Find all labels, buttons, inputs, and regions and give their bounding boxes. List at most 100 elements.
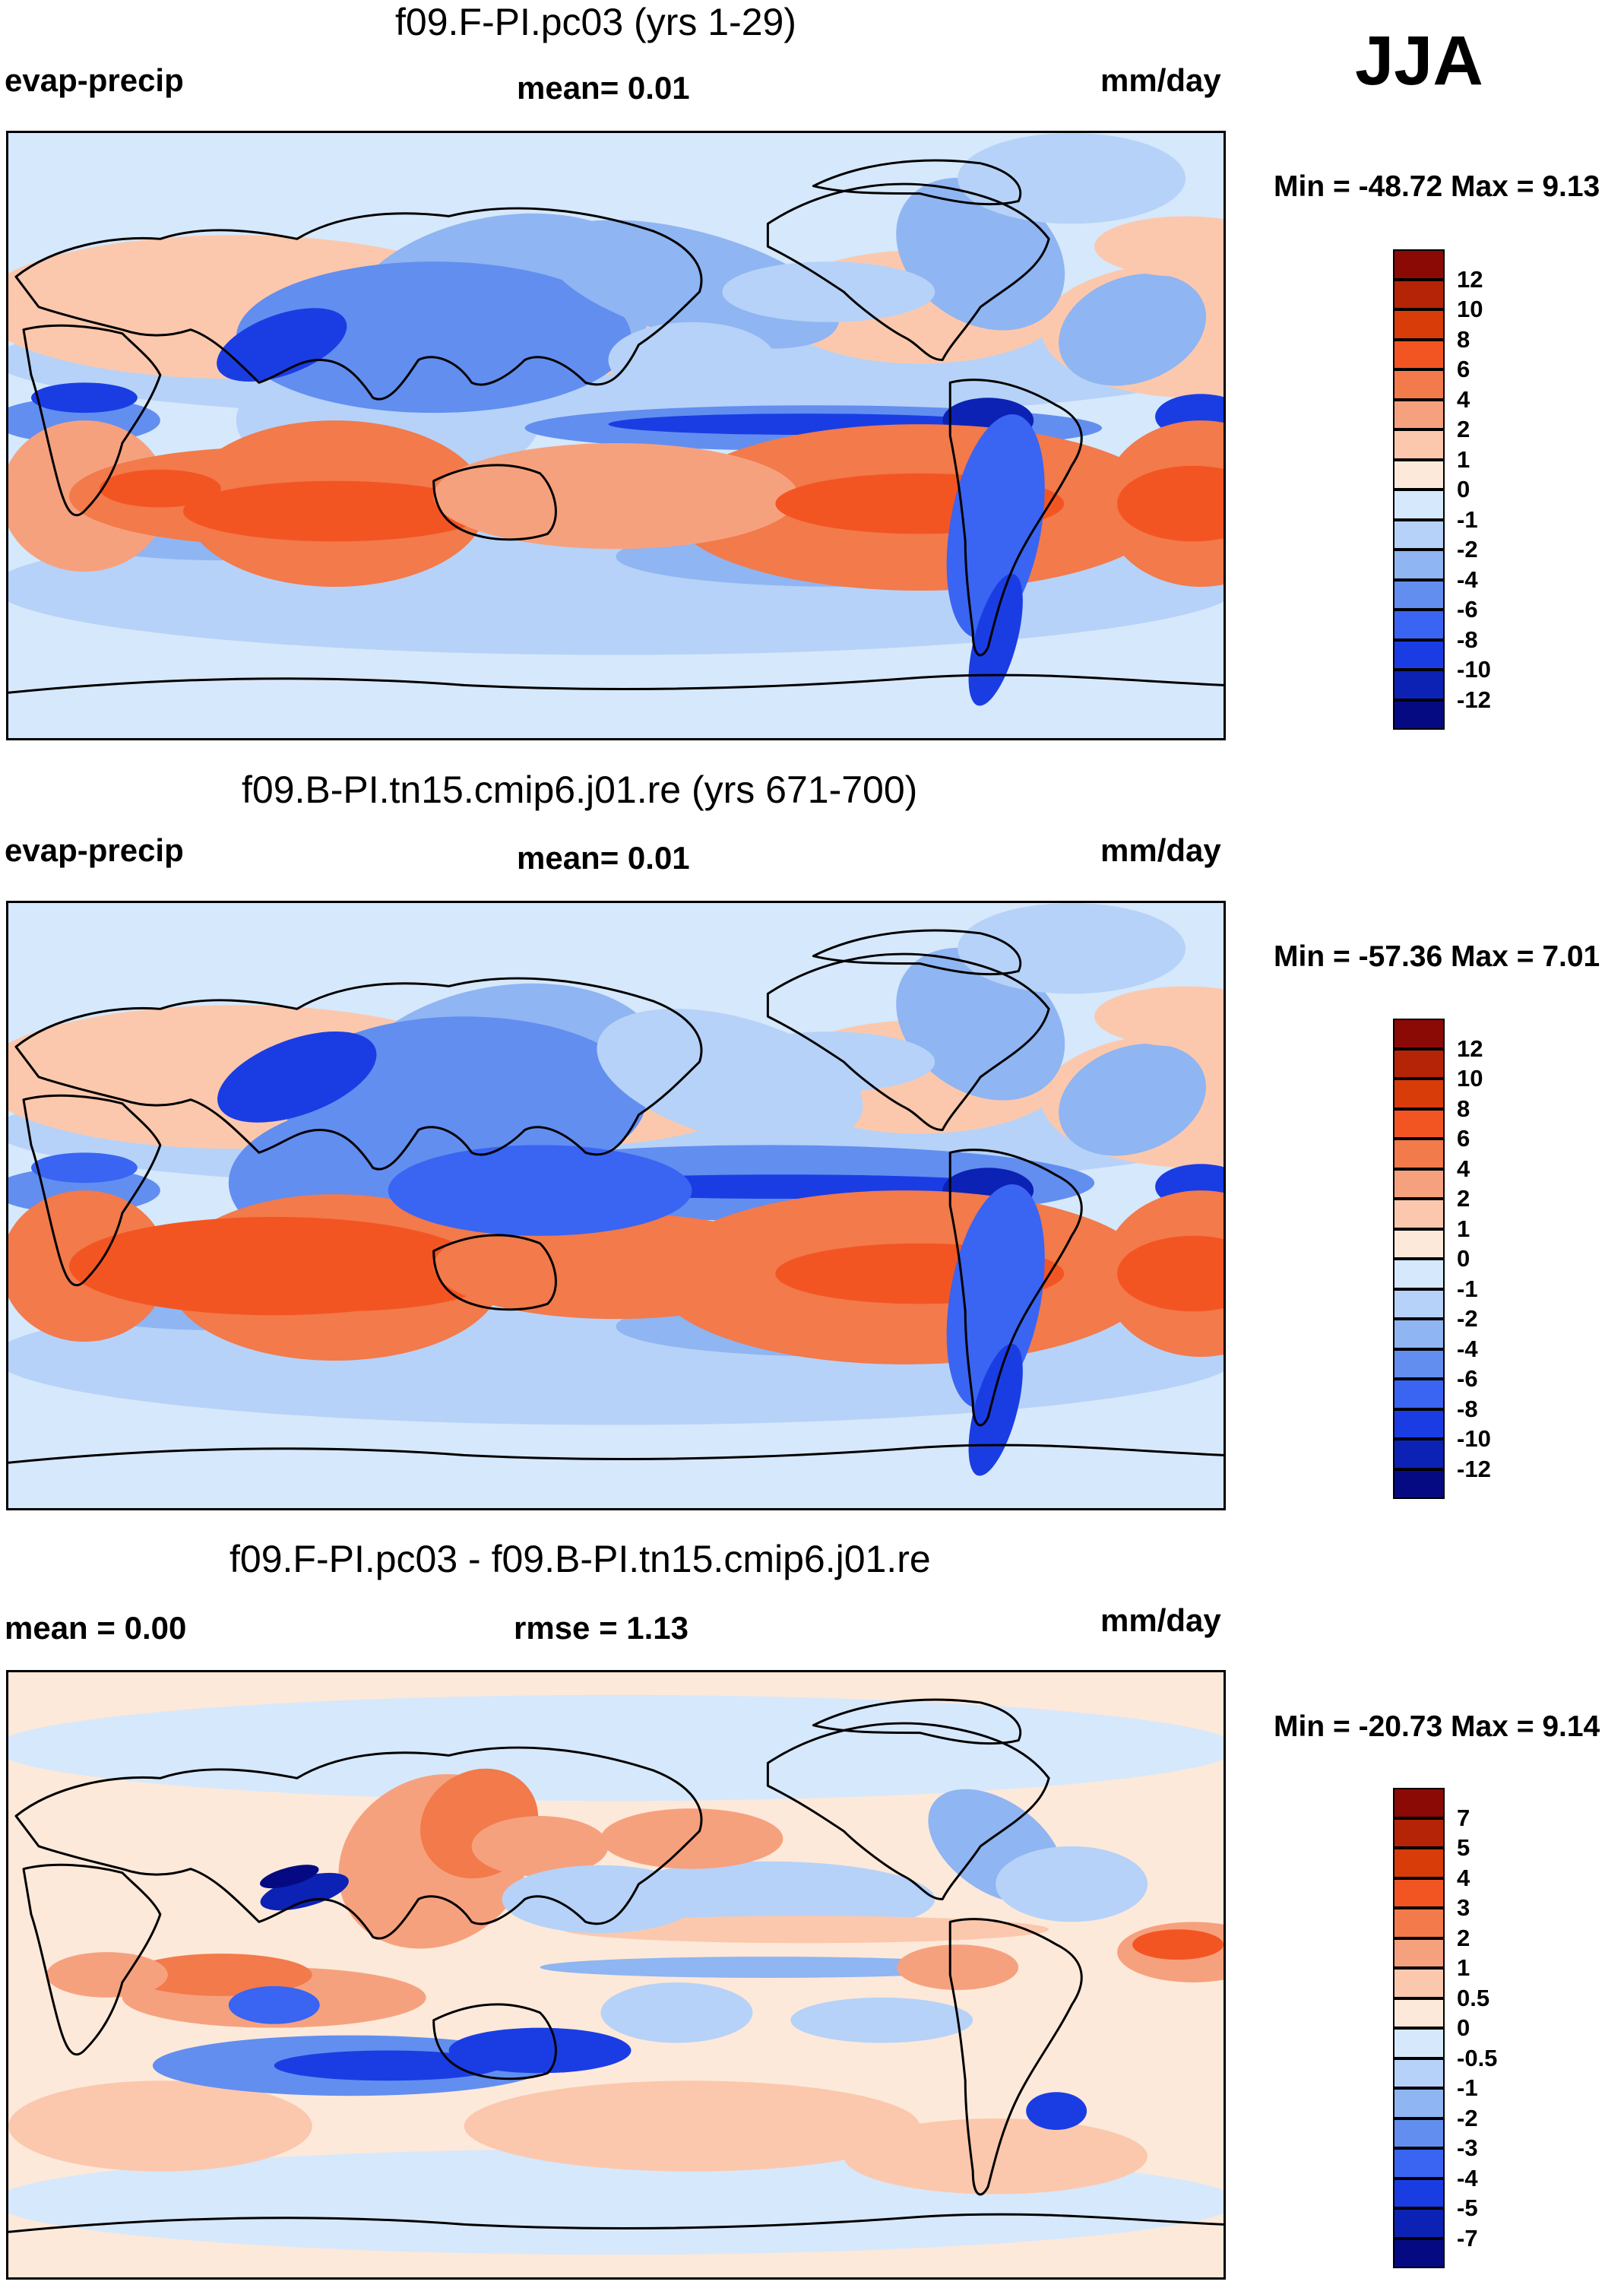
colorbar-box	[1393, 1469, 1445, 1499]
colorbar-box	[1393, 309, 1445, 340]
colorbar-box	[1393, 699, 1445, 730]
field-contour-region	[722, 261, 935, 322]
coastline	[948, 1918, 1083, 2196]
coastline	[948, 379, 1083, 657]
colorbar-box	[1393, 2148, 1445, 2179]
coastline	[22, 324, 162, 517]
colorbar-box	[1393, 1079, 1445, 1109]
colorbar-box	[1393, 670, 1445, 700]
panel3-left-label: mean = 0.00	[5, 1610, 187, 1646]
colorbar-tick-label: 2	[1457, 416, 1470, 442]
panel2-map	[6, 901, 1226, 1510]
colorbar-tick-label: 7	[1457, 1804, 1470, 1831]
colorbar-box	[1393, 1908, 1445, 1938]
field-contour-region	[968, 573, 1023, 706]
colorbar-box	[1393, 459, 1445, 490]
panel2-minmax: Min = -57.36 Max = 7.01	[1274, 940, 1600, 973]
field-contour-region	[502, 1865, 700, 1934]
coastline	[432, 464, 557, 541]
colorbar-box	[1393, 369, 1445, 400]
panel2-map-plot	[8, 903, 1224, 1508]
colorbar-box	[1393, 399, 1445, 429]
field-contour-region	[30, 1152, 138, 1184]
panel2-title: f09.B-PI.tn15.cmip6.j01.re (yrs 671-700)	[242, 768, 918, 811]
colorbar-tick-label: -10	[1457, 1425, 1491, 1452]
colorbar-box	[1393, 1409, 1445, 1439]
field-contour-region	[8, 2080, 312, 2172]
field-contour-region	[8, 1440, 1224, 1508]
colorbar-box	[1393, 279, 1445, 309]
colorbar-box	[1393, 1439, 1445, 1469]
colorbar-tick-label: -3	[1457, 2134, 1478, 2161]
coastline	[812, 159, 1022, 206]
panel2-center-label: mean= 0.01	[517, 840, 690, 876]
field-contour-region	[30, 382, 138, 414]
field-contour-region	[61, 242, 229, 326]
colorbar-tick-label: -5	[1457, 2195, 1478, 2221]
colorbar-tick-label: -6	[1457, 596, 1478, 623]
panel3-map-plot	[8, 1672, 1224, 2277]
panel2-colorbar: 12 10 8 6 4 2 1 0 -1 -2 -4 -6 -8 -10 -12	[1393, 1019, 1491, 1499]
season-label: JJA	[1355, 22, 1483, 100]
colorbar-box	[1393, 1108, 1445, 1139]
panel2-left-label: evap-precip	[5, 832, 184, 868]
coastline	[14, 207, 703, 401]
colorbar-box	[1393, 1228, 1445, 1259]
colorbar-box	[1393, 1878, 1445, 1908]
colorbar-box	[1393, 2178, 1445, 2208]
field-contour-region	[260, 1865, 319, 1889]
field-contour-region	[958, 903, 1186, 994]
field-contour-region	[217, 308, 347, 382]
field-contour-region	[1059, 273, 1206, 386]
panel3-minmax: Min = -20.73 Max = 9.14	[1274, 1710, 1600, 1743]
colorbar-tick-label: -2	[1457, 536, 1478, 562]
colorbar-tick-label: -2	[1457, 2104, 1478, 2131]
colorbar-tick-label: 10	[1457, 296, 1483, 322]
colorbar-tick-label: -4	[1457, 2164, 1478, 2191]
colorbar-box	[1393, 1788, 1445, 1818]
colorbar-tick-label: 2	[1457, 1924, 1470, 1951]
field-contour-region	[540, 1957, 996, 1978]
field-contour-region	[790, 1997, 973, 2043]
colorbar-tick-label: 4	[1457, 385, 1470, 413]
field-contour-region	[274, 2050, 502, 2081]
colorbar-box	[1393, 249, 1445, 280]
field-contour-region	[236, 261, 632, 414]
colorbar-tick-label: 0	[1457, 2014, 1470, 2041]
panel1-title: f09.F-PI.pc03 (yrs 1-29)	[395, 1, 796, 43]
colorbar-box	[1393, 1259, 1445, 1289]
colorbar-box	[1393, 429, 1445, 460]
coastline	[812, 929, 1022, 976]
panel3-center-label: rmse = 1.13	[514, 1610, 689, 1646]
panel1-center-label: mean= 0.01	[517, 70, 690, 106]
colorbar-tick-label: 4	[1457, 1155, 1470, 1182]
colorbar-box	[1393, 1319, 1445, 1349]
field-contour-region	[1117, 465, 1224, 542]
coastline	[22, 1863, 162, 2056]
colorbar-box	[1393, 1168, 1445, 1199]
field-contour-region	[182, 1250, 487, 1312]
colorbar-box	[1393, 1938, 1445, 1968]
colorbar-tick-label: 8	[1457, 1095, 1470, 1122]
colorbar-box	[1393, 2088, 1445, 2118]
colorbar-tick-label: -1	[1457, 2074, 1478, 2101]
field-contour-region	[8, 670, 1224, 738]
colorbar-tick-label: -12	[1457, 686, 1491, 713]
coastline	[8, 673, 1224, 694]
field-contour-region	[182, 480, 487, 542]
colorbar-box	[1393, 519, 1445, 550]
colorbar-tick-label: 5	[1457, 1834, 1470, 1861]
colorbar-box	[1393, 1019, 1445, 1049]
colorbar-tick-label: 6	[1457, 356, 1470, 382]
colorbar-box	[1393, 1199, 1445, 1229]
field-contour-region	[1059, 1043, 1206, 1156]
colorbar-tick-label: 1	[1457, 445, 1470, 473]
field-contour-region	[99, 1239, 221, 1278]
panel1-units: mm/day	[1100, 62, 1221, 98]
colorbar-box	[1393, 339, 1445, 369]
colorbar-box	[1393, 1139, 1445, 1169]
field-contour-region	[61, 1012, 229, 1096]
panel3-units: mm/day	[1100, 1602, 1221, 1638]
field-contour-region	[562, 1916, 1049, 1944]
field-contour-region	[1094, 216, 1224, 277]
